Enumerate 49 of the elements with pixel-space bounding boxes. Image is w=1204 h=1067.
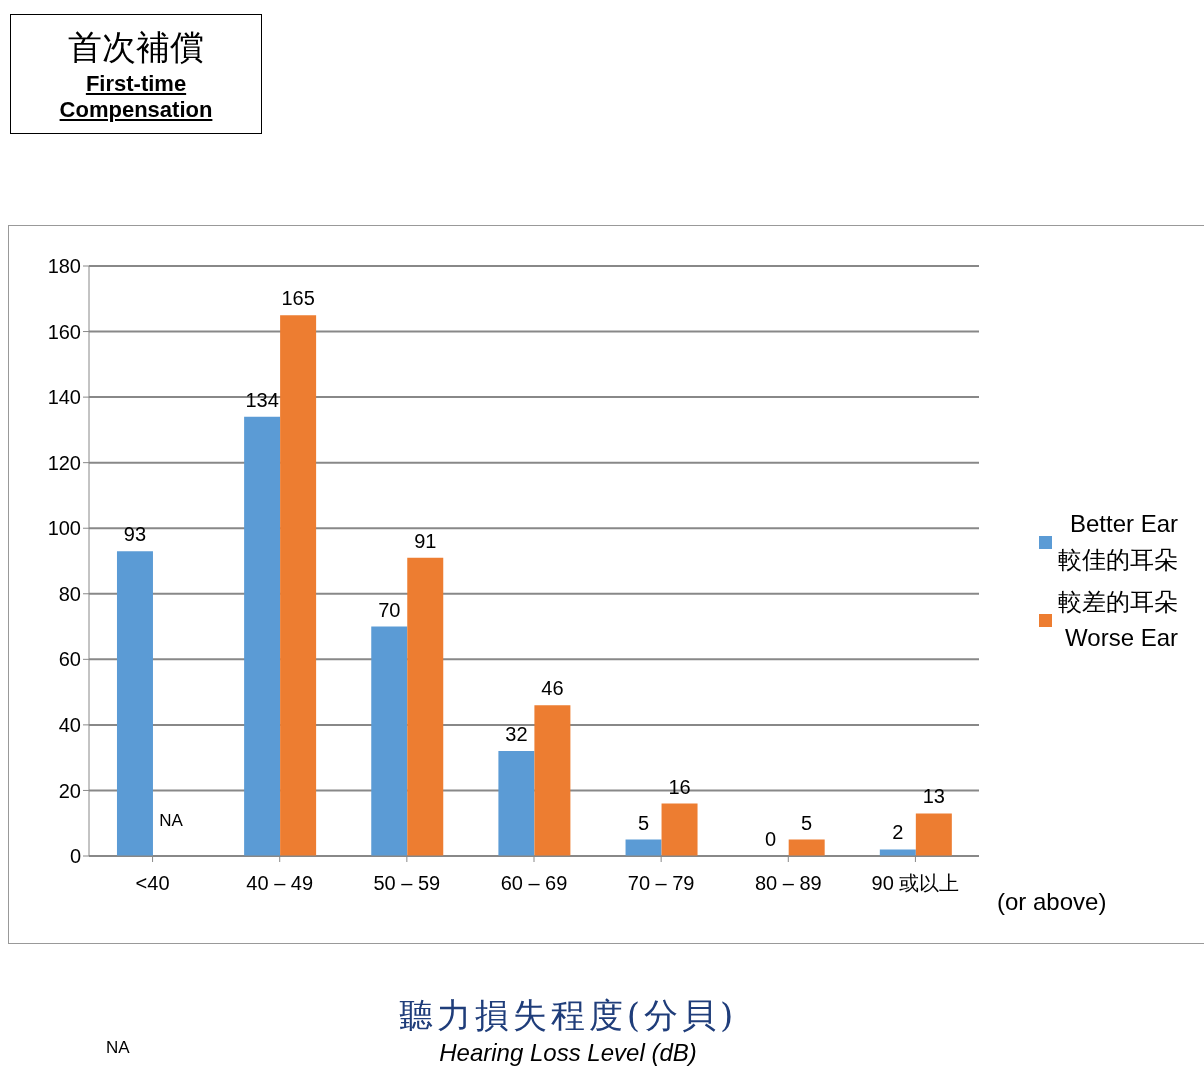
data-label: 134 [245, 388, 279, 411]
y-tick-label: 20 [58, 779, 81, 802]
y-tick-label: 0 [69, 845, 81, 868]
bar [534, 705, 571, 856]
data-label: 91 [414, 529, 437, 552]
data-label: 165 [281, 287, 315, 310]
bar [371, 626, 408, 856]
data-label: 5 [637, 811, 650, 834]
y-tick-label: 40 [58, 713, 81, 736]
x-tick-label: 80 – 89 [754, 872, 822, 895]
y-tick-label: 180 [47, 255, 81, 278]
bar [280, 315, 317, 856]
x-tick-label: 90 或以上 [871, 872, 960, 895]
bar [915, 813, 952, 856]
bar [116, 551, 153, 856]
x-tick-label: 40 – 49 [246, 872, 314, 895]
data-label: 93 [123, 523, 147, 546]
y-tick-label: 80 [58, 582, 81, 605]
x-tick-label: 50 – 59 [373, 872, 441, 895]
y-tick-label: 100 [47, 517, 81, 540]
data-label: 70 [378, 598, 401, 621]
x-tick-label: 70 – 79 [627, 872, 695, 895]
bar [625, 839, 662, 856]
data-label: 16 [668, 775, 691, 798]
data-label: 13 [922, 785, 945, 808]
chart-title: 首次補償 First-time Compensation [58, 26, 214, 123]
data-label: 0 [765, 828, 777, 850]
bar [244, 416, 281, 856]
bar [407, 557, 444, 856]
y-tick-label: 160 [47, 320, 81, 343]
data-label: 46 [541, 677, 564, 700]
x-tick-label: <40 [135, 872, 170, 895]
data-label: 32 [505, 723, 528, 746]
data-label: 2 [892, 821, 904, 844]
data-label: 5 [801, 811, 813, 834]
y-tick-label: 120 [47, 451, 81, 474]
text: (or above) [997, 888, 1107, 916]
y-tick-label: 140 [47, 386, 81, 409]
legend-label: 較差的耳朵 Worse Ear [1058, 587, 1178, 653]
bar [498, 751, 535, 856]
bar [788, 839, 825, 856]
bar [661, 803, 698, 856]
x-tick-label: 60 – 69 [500, 872, 568, 895]
text: NA [106, 1038, 130, 1058]
bar [879, 849, 916, 856]
x-axis-title: 聽力損失程度(分貝) Hearing Loss Level (dB) [397, 994, 739, 1067]
text: NA [159, 811, 183, 830]
y-tick-label: 60 [58, 648, 81, 671]
legend-label: Better Ear 較佳的耳朵 [1058, 509, 1178, 576]
